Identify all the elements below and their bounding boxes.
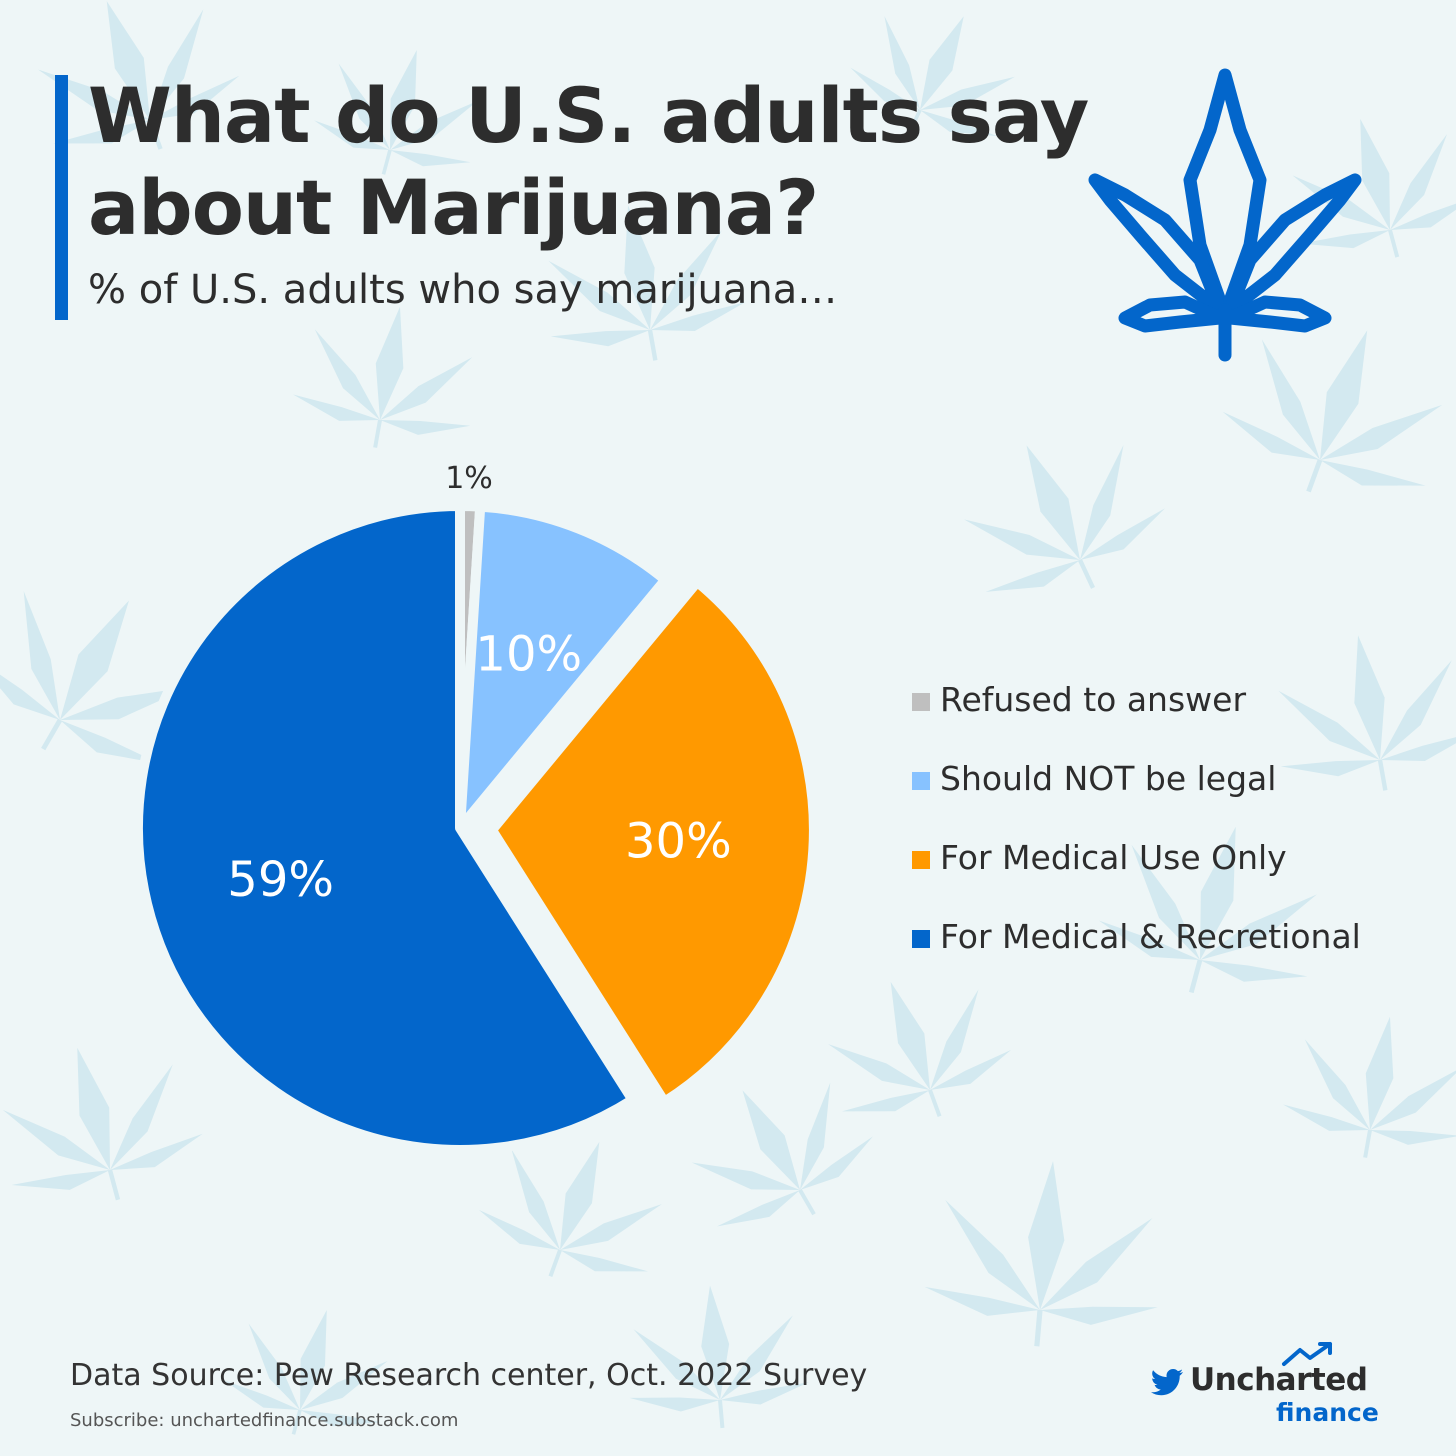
legend-swatch xyxy=(912,929,930,948)
legend-item-refused: Refused to answer xyxy=(912,660,1361,739)
legend-item-medical-recreational: For Medical & Recretional xyxy=(912,897,1361,976)
pie-data-label: 30% xyxy=(625,814,732,870)
chart-legend: Refused to answer Should NOT be legal Fo… xyxy=(912,660,1361,976)
trend-arrow-icon xyxy=(1282,1342,1332,1366)
legend-label: Refused to answer xyxy=(940,680,1247,719)
pie-slice xyxy=(132,501,638,1155)
legend-swatch xyxy=(912,771,930,790)
twitter-icon xyxy=(1151,1369,1183,1396)
pie-data-label: 10% xyxy=(475,626,582,682)
subscribe-link[interactable]: Subscribe: unchartedfinance.substack.com xyxy=(70,1410,459,1431)
cannabis-leaf-icon xyxy=(1088,68,1362,362)
data-source: Data Source: Pew Research center, Oct. 2… xyxy=(70,1358,868,1393)
legend-swatch xyxy=(912,692,930,711)
legend-label: For Medical Use Only xyxy=(940,838,1287,877)
pie-data-label: 59% xyxy=(227,852,334,908)
page-title: What do U.S. adults say about Marijuana? xyxy=(88,71,1089,252)
pie-data-label: 1% xyxy=(445,461,493,496)
page-subtitle: % of U.S. adults who say marijuana… xyxy=(88,267,838,313)
brand-subname: finance xyxy=(1276,1398,1379,1427)
legend-item-not-legal: Should NOT be legal xyxy=(912,739,1361,818)
pie-slice xyxy=(455,501,671,833)
pie-slice xyxy=(486,576,819,1107)
title-accent-bar xyxy=(55,75,68,320)
legend-item-medical-only: For Medical Use Only xyxy=(912,818,1361,897)
legend-swatch xyxy=(912,850,930,869)
brand-name: Uncharted xyxy=(1190,1362,1368,1398)
brand-logo: Uncharted finance xyxy=(1150,1340,1390,1430)
legend-label: Should NOT be legal xyxy=(940,759,1277,798)
legend-label: For Medical & Recretional xyxy=(940,917,1361,956)
